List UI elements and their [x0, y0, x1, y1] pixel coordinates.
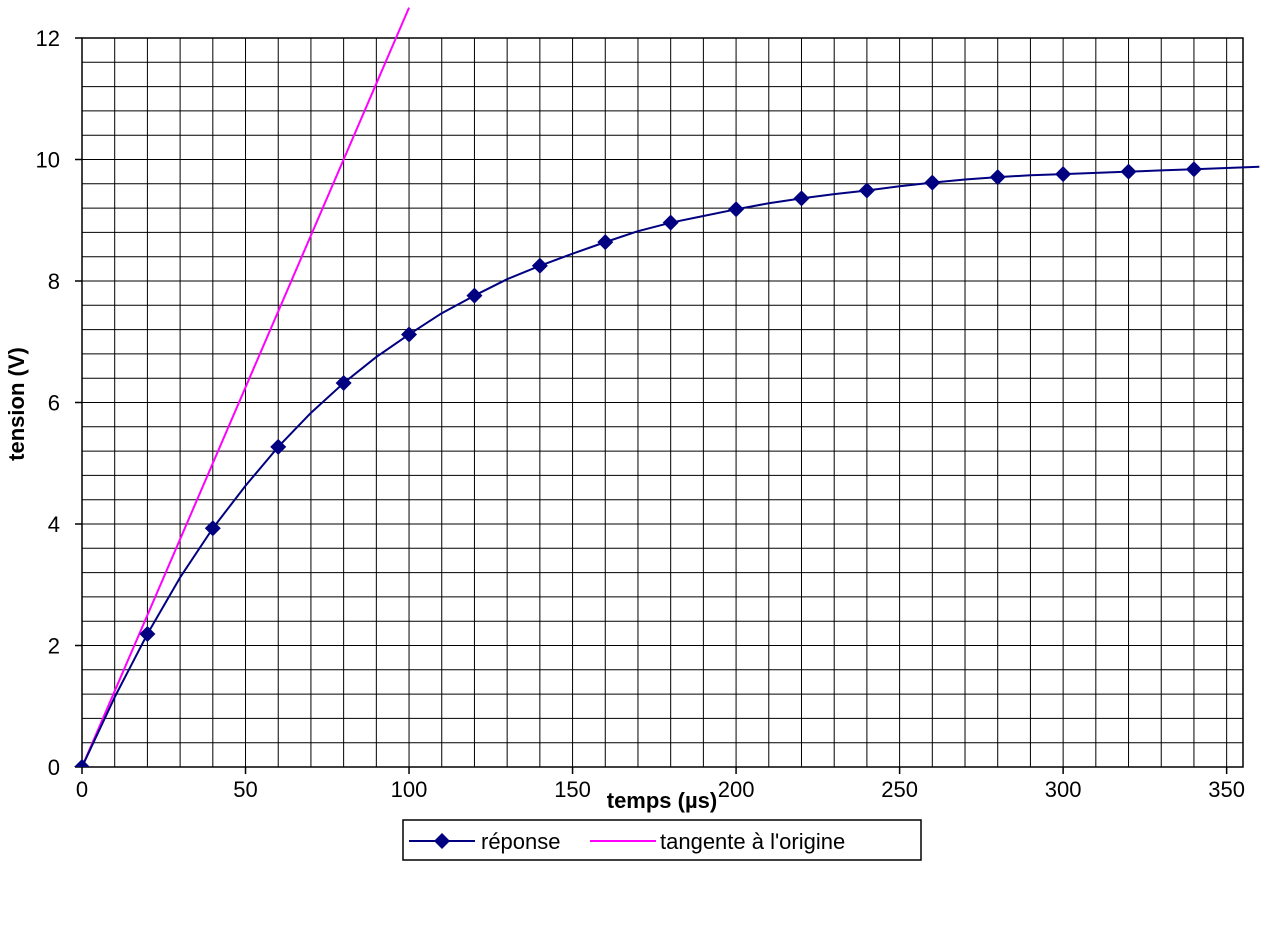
legend-box — [402, 819, 922, 861]
data-point-reponse — [531, 257, 548, 274]
x-tick-label: 300 — [1045, 777, 1082, 802]
data-point-reponse — [989, 169, 1006, 186]
y-axis-title: tension (V) — [4, 347, 29, 461]
data-point-reponse — [270, 438, 287, 455]
data-point-reponse — [597, 234, 614, 251]
series-layer — [74, 7, 1260, 767]
y-tick-label: 10 — [36, 148, 60, 173]
data-point-reponse — [74, 759, 90, 767]
x-tick-label: 200 — [718, 777, 755, 802]
data-point-reponse — [139, 625, 156, 642]
legend-marker-reponse — [434, 833, 450, 849]
y-tick-label: 8 — [48, 269, 60, 294]
data-point-reponse — [924, 174, 941, 191]
x-tick-label: 350 — [1208, 777, 1245, 802]
data-point-reponse — [335, 375, 352, 392]
x-tick-label: 50 — [233, 777, 257, 802]
data-point-reponse — [662, 214, 679, 231]
y-tick-label: 12 — [36, 26, 60, 51]
data-point-reponse — [728, 201, 745, 218]
data-point-reponse — [204, 520, 221, 537]
x-tick-label: 150 — [554, 777, 591, 802]
y-tick-label: 0 — [48, 755, 60, 780]
data-point-reponse — [793, 190, 810, 207]
grid — [82, 38, 1243, 767]
legend-label-reponse: réponse — [481, 829, 561, 854]
series-line-tangente — [81, 7, 410, 767]
x-tick-label: 0 — [76, 777, 88, 802]
legend: réponse tangente à l'origine — [402, 819, 922, 861]
x-axis-title: temps (µs) — [607, 788, 717, 813]
x-tick-label: 250 — [881, 777, 918, 802]
data-point-reponse — [466, 287, 483, 304]
y-tick-label: 4 — [48, 512, 60, 537]
data-point-reponse — [1120, 163, 1137, 180]
y-tick-label: 6 — [48, 391, 60, 416]
tick-labels: 0 50 100 150 200 250 300 350 0 2 4 6 8 10 12 — [36, 26, 1245, 802]
data-point-reponse — [1055, 166, 1072, 183]
x-tick-label: 100 — [391, 777, 428, 802]
axis-ticks — [75, 37, 1228, 774]
legend-label-tangente: tangente à l'origine — [660, 829, 845, 854]
y-tick-label: 2 — [48, 634, 60, 659]
data-point-reponse — [858, 182, 875, 199]
data-point-reponse — [1185, 161, 1202, 178]
data-point-reponse — [401, 326, 418, 343]
